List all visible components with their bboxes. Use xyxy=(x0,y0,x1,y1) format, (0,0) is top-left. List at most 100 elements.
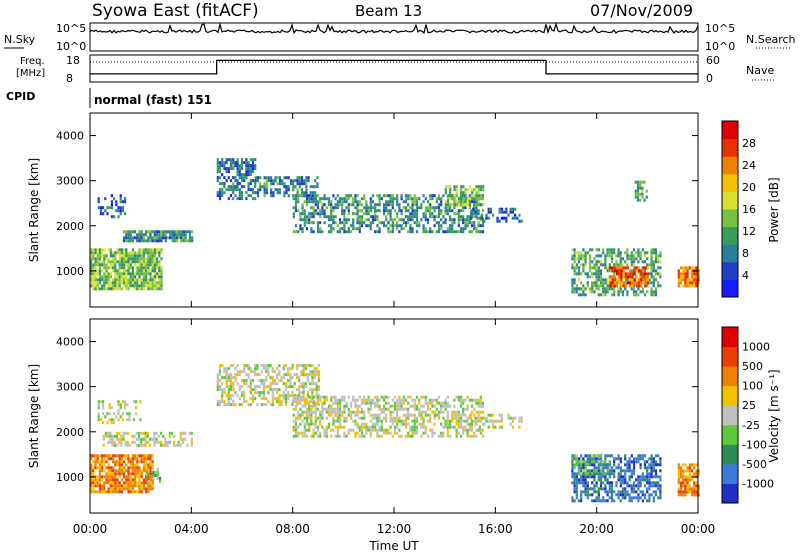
data-cell xyxy=(365,209,368,213)
data-cell xyxy=(498,419,501,423)
data-cell xyxy=(477,413,480,417)
data-cell xyxy=(316,176,319,180)
data-cell xyxy=(120,263,123,267)
data-cell xyxy=(135,443,138,447)
data-cell xyxy=(136,490,139,494)
data-cell xyxy=(138,490,141,494)
colorbar-segment xyxy=(722,261,738,280)
data-cell xyxy=(92,472,95,476)
data-cell xyxy=(345,434,348,438)
data-cell xyxy=(409,395,412,399)
data-cell xyxy=(129,463,132,467)
data-cell xyxy=(455,419,458,423)
data-cell xyxy=(400,212,403,216)
data-cell xyxy=(455,434,458,438)
data-cell xyxy=(415,428,419,432)
data-cell xyxy=(302,373,305,377)
data-cell xyxy=(650,472,653,476)
data-cell xyxy=(435,206,438,210)
data-cell xyxy=(236,164,239,168)
data-cell xyxy=(137,437,141,441)
data-cell xyxy=(444,203,447,207)
colorbar-segment xyxy=(722,209,738,228)
data-cell xyxy=(232,185,235,189)
data-cell xyxy=(659,490,662,494)
data-cell xyxy=(227,373,230,377)
data-cell xyxy=(312,197,315,201)
data-cell xyxy=(615,269,619,273)
data-cell xyxy=(127,454,130,458)
data-cell xyxy=(610,248,614,252)
data-cell xyxy=(116,487,119,491)
data-cell xyxy=(103,248,106,252)
data-cell xyxy=(90,490,93,494)
data-cell xyxy=(221,173,224,177)
data-cell xyxy=(293,373,296,377)
data-cell xyxy=(145,269,148,273)
data-cell xyxy=(334,197,337,201)
data-cell xyxy=(243,179,246,183)
data-cell xyxy=(258,385,261,389)
data-cell xyxy=(142,463,145,467)
data-cell xyxy=(646,472,649,476)
data-cell xyxy=(282,373,285,377)
data-cell xyxy=(632,460,636,464)
data-cell xyxy=(363,413,366,417)
data-cell xyxy=(358,227,361,231)
data-cell xyxy=(635,269,638,273)
data-cell xyxy=(151,284,154,288)
data-cell xyxy=(602,499,605,503)
data-cell xyxy=(152,470,155,474)
data-cell xyxy=(345,230,348,234)
data-cell xyxy=(271,379,274,383)
data-cell xyxy=(595,275,598,279)
data-cell xyxy=(628,478,631,482)
data-cell xyxy=(365,401,368,405)
data-cell xyxy=(221,394,224,398)
data-cell xyxy=(622,269,625,273)
data-cell xyxy=(103,481,106,485)
data-cell xyxy=(629,272,632,276)
data-cell xyxy=(334,419,337,423)
data-cell xyxy=(356,194,359,198)
data-cell xyxy=(367,401,370,405)
data-cell xyxy=(131,284,134,288)
data-cell xyxy=(125,487,128,491)
data-cell xyxy=(468,221,471,225)
data-cell xyxy=(190,437,193,441)
data-cell xyxy=(240,370,244,374)
data-cell xyxy=(429,203,432,207)
data-cell xyxy=(613,284,616,288)
data-cell xyxy=(251,394,255,398)
data-cell xyxy=(301,398,304,402)
data-cell xyxy=(118,466,121,470)
data-cell xyxy=(369,200,372,204)
data-cell xyxy=(420,218,423,222)
data-cell xyxy=(509,416,512,420)
data-cell xyxy=(580,281,583,285)
data-cell xyxy=(327,203,331,207)
data-cell xyxy=(129,236,132,240)
data-cell xyxy=(619,472,622,476)
data-cell xyxy=(109,254,112,258)
data-cell xyxy=(153,287,156,291)
data-cell xyxy=(256,391,259,395)
data-cell xyxy=(98,248,101,252)
data-cell xyxy=(462,218,465,222)
data-cell xyxy=(127,481,130,485)
data-cell xyxy=(142,272,145,276)
data-cell xyxy=(371,425,375,429)
data-cell xyxy=(462,185,465,189)
data-cell xyxy=(175,443,178,447)
data-cell xyxy=(690,275,694,279)
data-cell xyxy=(688,472,691,476)
data-cell xyxy=(382,431,386,435)
data-cell xyxy=(99,418,102,422)
data-cell xyxy=(635,484,638,488)
data-cell xyxy=(92,484,95,488)
data-cell xyxy=(575,272,578,276)
data-cell xyxy=(106,206,109,210)
data-cell xyxy=(140,251,143,255)
data-cell xyxy=(97,412,100,416)
data-cell xyxy=(382,221,386,225)
